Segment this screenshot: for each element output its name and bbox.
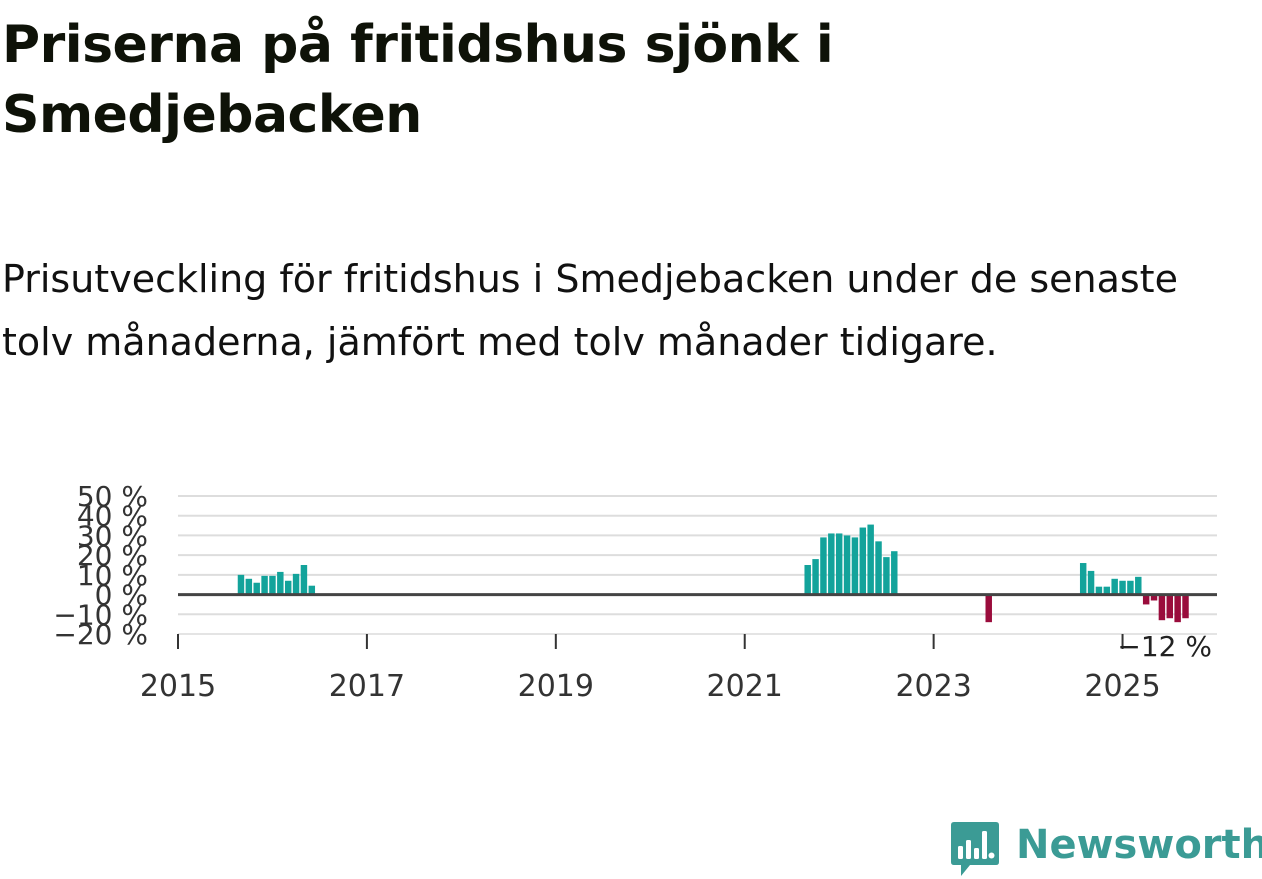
bar: [812, 559, 819, 595]
x-tick-label: 2021: [707, 669, 783, 704]
bar: [1087, 570, 1095, 595]
bar-chart: 50 %40 %30 %20 %10 %0 %−10 %−20 % 2015 201…: [53, 480, 1217, 704]
bar: [284, 580, 292, 595]
bar: [300, 565, 308, 595]
gridlines: [178, 495, 1217, 635]
bar: [883, 557, 890, 595]
last-value-label: −12 %: [1117, 630, 1212, 663]
bar: [1174, 594, 1181, 623]
bar: [308, 585, 316, 595]
y-tick-label: 40 %: [77, 500, 148, 533]
bar: [1119, 580, 1126, 595]
bar: [1079, 563, 1087, 595]
x-tick-label: 2023: [895, 669, 971, 704]
bars: [237, 524, 1189, 623]
x-tick-label: 2015: [140, 669, 216, 704]
bar: [1111, 578, 1118, 595]
newsworthy-logo-icon: [951, 822, 999, 876]
bar: [859, 527, 867, 595]
brand-name: Newsworthy: [1016, 822, 1262, 868]
bar: [1127, 580, 1134, 595]
bar: [867, 524, 874, 595]
bar: [269, 575, 276, 595]
chart-subtitle: Prisutveckling för fritidshus i Smedjeba…: [2, 257, 1178, 364]
bar: [1103, 586, 1111, 595]
chart-title: Priserna på fritidshus sjönk i Smedjebac…: [2, 15, 834, 145]
bar: [1158, 594, 1166, 621]
bar: [245, 578, 253, 595]
bar: [1095, 586, 1103, 595]
bar: [1150, 594, 1158, 601]
bar: [1142, 594, 1150, 605]
y-tick-label: 20 %: [77, 539, 148, 572]
y-tick-label: −20 %: [53, 618, 148, 651]
bar: [835, 533, 843, 595]
bar: [1182, 594, 1189, 619]
y-tick-label: −10 %: [53, 598, 148, 631]
y-tick-label: 50 %: [77, 480, 148, 513]
bar: [891, 551, 898, 595]
bar: [985, 594, 992, 623]
bar: [851, 537, 859, 595]
labels: 50 %40 %30 %20 %10 %0 %−10 %−20 % 2015 201…: [53, 480, 1212, 704]
x-tick-label: 2019: [518, 669, 594, 704]
bar: [1166, 594, 1173, 619]
brand-logo: Newsworthy: [950, 818, 1262, 878]
bar: [875, 541, 882, 595]
bar: [277, 571, 284, 595]
bar: [261, 575, 268, 595]
bar: [828, 533, 835, 595]
x-tick-label: 2017: [329, 669, 405, 704]
bar: [1135, 576, 1142, 595]
y-tick-label: 0 %: [95, 579, 148, 612]
axes: [177, 593, 1217, 649]
bar: [253, 582, 260, 595]
bar: [237, 574, 245, 595]
y-tick-label: 10 %: [77, 559, 148, 592]
x-tick-label: 2025: [1084, 669, 1160, 704]
bar: [292, 573, 300, 595]
bar: [804, 565, 811, 595]
y-tick-label: 30 %: [77, 519, 148, 552]
bar: [843, 535, 851, 595]
bar: [820, 537, 827, 595]
